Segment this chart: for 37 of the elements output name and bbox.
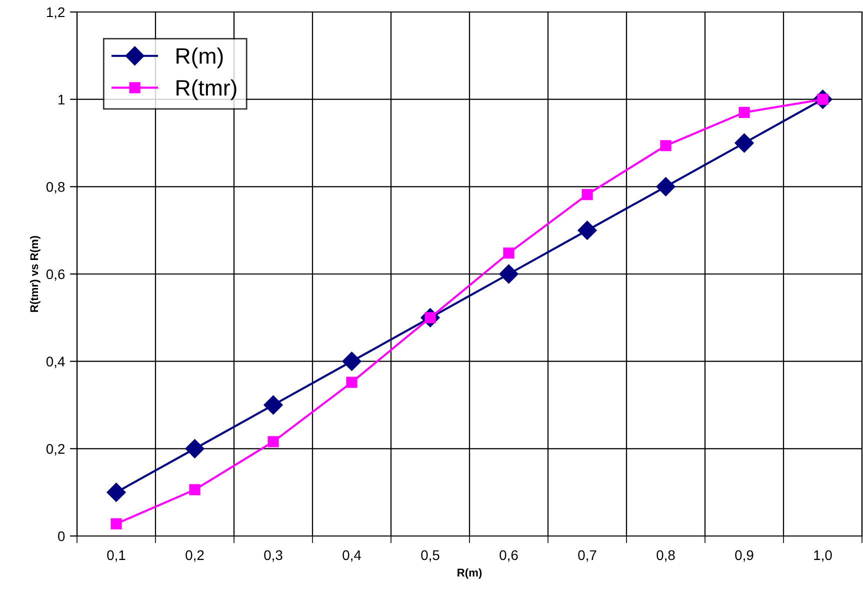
- legend-label: R(tmr): [176, 79, 236, 100]
- legend-label: R(m): [176, 48, 223, 68]
- point: [106, 482, 126, 502]
- point: [264, 395, 283, 415]
- point: [268, 436, 279, 448]
- x-tick-label: 0,4: [342, 550, 361, 562]
- x-tick-label: 0,1: [107, 550, 126, 562]
- point: [582, 188, 593, 200]
- x-tick-label: 1,0: [814, 550, 832, 562]
- point: [499, 264, 518, 284]
- y-tick-label: 0: [58, 531, 65, 542]
- point: [660, 140, 672, 152]
- point: [346, 376, 358, 388]
- point: [738, 106, 750, 118]
- point: [110, 518, 122, 530]
- x-tick-label: 0,2: [186, 550, 204, 562]
- y-tick-label: 0,8: [46, 182, 65, 194]
- x-tick-label: 0,6: [500, 550, 518, 562]
- point: [185, 439, 204, 458]
- point: [578, 220, 597, 240]
- point: [734, 133, 754, 153]
- x-tick-label: 0,7: [578, 550, 596, 562]
- y-tick-label: 0,2: [46, 444, 64, 456]
- point: [656, 177, 676, 196]
- y-tick-label: 0,4: [46, 356, 65, 368]
- x-tick-label: 0,5: [421, 550, 440, 562]
- x-tick-label: 0,8: [656, 550, 675, 562]
- point: [503, 247, 514, 259]
- y-tick-label: 0,6: [46, 269, 65, 281]
- y-tick-label: 1,2: [46, 7, 64, 19]
- y-axis-title: R(tmr) vs R(m): [30, 236, 40, 312]
- point: [342, 352, 362, 371]
- x-tick-label: 0,3: [264, 550, 282, 562]
- y-tick-label: 1: [58, 94, 65, 104]
- point: [189, 484, 200, 496]
- x-axis-title: R(m): [458, 568, 482, 579]
- x-tick-label: 0,9: [735, 550, 754, 562]
